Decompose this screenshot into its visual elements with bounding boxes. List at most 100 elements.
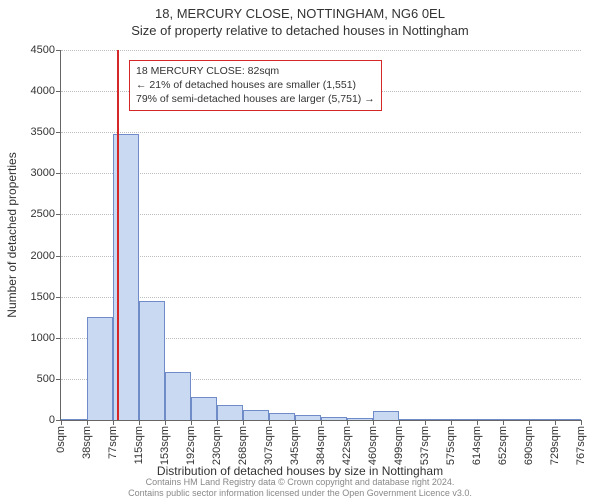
- histogram-bar: [269, 413, 295, 420]
- x-tick-mark: [217, 420, 218, 425]
- x-tick-label: 460sqm: [367, 426, 379, 465]
- x-axis-label: Distribution of detached houses by size …: [0, 464, 600, 478]
- x-tick-label: 153sqm: [159, 426, 171, 465]
- histogram-bar: [165, 372, 191, 420]
- histogram-bar: [347, 418, 373, 420]
- histogram-bar: [477, 419, 503, 420]
- y-tick-label: 1000: [31, 332, 55, 344]
- x-tick-label: 115sqm: [133, 426, 145, 464]
- y-tick-label: 4500: [31, 44, 55, 56]
- x-tick-mark: [321, 420, 322, 425]
- histogram-bar: [373, 411, 399, 420]
- histogram-bar: [529, 419, 555, 420]
- x-tick-mark: [165, 420, 166, 425]
- y-tick-label: 3000: [31, 167, 55, 179]
- y-tick-mark: [56, 297, 61, 298]
- x-tick-mark: [347, 420, 348, 425]
- x-tick-label: 192sqm: [185, 426, 197, 465]
- annotation-line: 18 MERCURY CLOSE: 82sqm: [136, 64, 375, 78]
- annotation-line: 79% of semi-detached houses are larger (…: [136, 92, 375, 106]
- x-tick-label: 230sqm: [211, 426, 223, 465]
- chart-title-line1: 18, MERCURY CLOSE, NOTTINGHAM, NG6 0EL: [0, 6, 600, 23]
- y-tick-mark: [56, 132, 61, 133]
- x-tick-mark: [425, 420, 426, 425]
- x-tick-mark: [243, 420, 244, 425]
- y-tick-mark: [56, 173, 61, 174]
- y-tick-mark: [56, 91, 61, 92]
- x-tick-mark: [503, 420, 504, 425]
- x-tick-mark: [269, 420, 270, 425]
- x-tick-mark: [555, 420, 556, 425]
- x-tick-mark: [451, 420, 452, 425]
- x-tick-label: 614sqm: [471, 426, 483, 465]
- chart-footer: Contains HM Land Registry data © Crown c…: [0, 477, 600, 498]
- x-tick-mark: [61, 420, 62, 425]
- y-tick-label: 2500: [31, 208, 55, 220]
- y-tick-label: 500: [37, 373, 55, 385]
- x-tick-label: 268sqm: [237, 426, 249, 465]
- x-tick-label: 652sqm: [497, 426, 509, 465]
- histogram-bar: [425, 419, 451, 420]
- chart-title-block: 18, MERCURY CLOSE, NOTTINGHAM, NG6 0EL S…: [0, 6, 600, 40]
- x-tick-mark: [477, 420, 478, 425]
- x-tick-label: 499sqm: [393, 426, 405, 465]
- histogram-bar: [555, 419, 581, 420]
- grid-line: [61, 297, 581, 298]
- histogram-bar: [243, 410, 269, 420]
- y-tick-mark: [56, 256, 61, 257]
- x-tick-label: 537sqm: [419, 426, 431, 465]
- x-tick-label: 575sqm: [445, 426, 457, 465]
- chart-title-line2: Size of property relative to detached ho…: [0, 23, 600, 40]
- y-tick-label: 3500: [31, 126, 55, 138]
- x-tick-label: 422sqm: [341, 426, 353, 465]
- x-tick-mark: [139, 420, 140, 425]
- x-tick-label: 690sqm: [523, 426, 535, 465]
- x-tick-label: 38sqm: [81, 426, 93, 459]
- x-tick-label: 767sqm: [575, 426, 587, 465]
- y-tick-mark: [56, 338, 61, 339]
- x-tick-mark: [399, 420, 400, 425]
- y-tick-mark: [56, 214, 61, 215]
- x-tick-label: 345sqm: [289, 426, 301, 465]
- histogram-bar: [399, 419, 425, 420]
- x-tick-mark: [87, 420, 88, 425]
- annotation-line: ← 21% of detached houses are smaller (1,…: [136, 78, 375, 92]
- x-tick-mark: [373, 420, 374, 425]
- x-tick-label: 307sqm: [263, 426, 275, 465]
- histogram-bar: [503, 419, 529, 420]
- plot-area: 0500100015002000250030003500400045000sqm…: [60, 50, 581, 421]
- histogram-bar: [61, 419, 87, 420]
- histogram-bar: [451, 419, 477, 420]
- x-tick-mark: [295, 420, 296, 425]
- x-tick-label: 77sqm: [107, 426, 119, 459]
- grid-line: [61, 132, 581, 133]
- chart-container: 18, MERCURY CLOSE, NOTTINGHAM, NG6 0EL S…: [0, 0, 600, 500]
- y-tick-label: 4000: [31, 85, 55, 97]
- y-tick-mark: [56, 379, 61, 380]
- x-tick-mark: [191, 420, 192, 425]
- y-tick-label: 1500: [31, 291, 55, 303]
- x-tick-label: 729sqm: [549, 426, 561, 465]
- y-axis-label: Number of detached properties: [5, 152, 19, 317]
- histogram-bar: [321, 417, 347, 420]
- footer-line2: Contains public sector information licen…: [0, 488, 600, 498]
- y-tick-label: 0: [49, 414, 55, 426]
- x-tick-mark: [113, 420, 114, 425]
- grid-line: [61, 214, 581, 215]
- annotation-box: 18 MERCURY CLOSE: 82sqm← 21% of detached…: [129, 60, 382, 111]
- x-tick-mark: [529, 420, 530, 425]
- x-tick-label: 384sqm: [315, 426, 327, 465]
- histogram-bar: [217, 405, 243, 420]
- grid-line: [61, 256, 581, 257]
- grid-line: [61, 50, 581, 51]
- property-marker-line: [117, 50, 119, 420]
- histogram-bar: [87, 317, 113, 420]
- footer-line1: Contains HM Land Registry data © Crown c…: [0, 477, 600, 487]
- histogram-bar: [295, 415, 321, 420]
- y-tick-label: 2000: [31, 250, 55, 262]
- histogram-bar: [191, 397, 217, 420]
- histogram-bar: [139, 301, 165, 420]
- x-tick-mark: [581, 420, 582, 425]
- x-tick-label: 0sqm: [55, 426, 67, 453]
- grid-line: [61, 173, 581, 174]
